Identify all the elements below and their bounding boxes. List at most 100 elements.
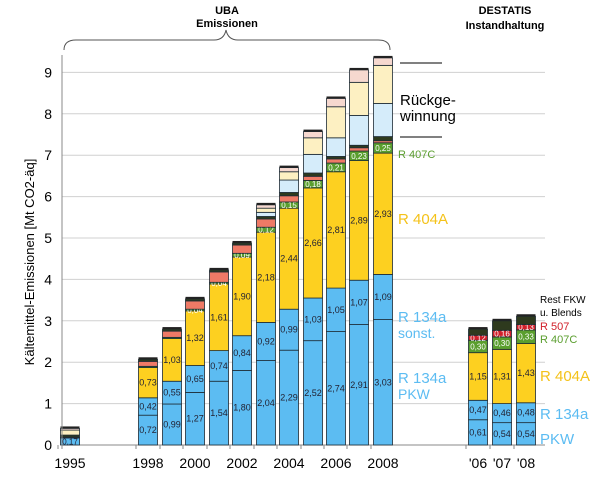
bar-segment-rest <box>138 358 158 362</box>
data-label: 0,99 <box>163 420 181 430</box>
legend-label: R 507 <box>540 321 569 333</box>
data-label: 0,04 <box>187 306 203 315</box>
bar-segment-rest <box>279 192 299 197</box>
y-tick-label: 6 <box>44 189 52 205</box>
bar-segment-rueck_yellow <box>326 106 346 139</box>
data-label: 1,90 <box>233 291 251 301</box>
y-tick-label: 2 <box>44 354 52 370</box>
bar-cap <box>326 96 346 99</box>
data-label: 0,18 <box>305 180 321 189</box>
bar-segment-r507 <box>303 175 323 181</box>
bar-cap <box>185 296 205 299</box>
legend-label: R 134a <box>398 309 447 326</box>
y-tick-label: 3 <box>44 313 52 329</box>
legend-label: R 134a <box>540 406 589 423</box>
data-label: 0,17 <box>62 437 78 446</box>
bar-segment-r507 <box>162 330 182 338</box>
bar-cap <box>162 327 182 330</box>
y-tick-label: 5 <box>44 230 52 246</box>
y-axis-label: Kältemittel-Emissionen [Mt CO2-äq] <box>22 159 37 366</box>
bar-cap <box>60 426 80 429</box>
bar-cap <box>468 327 488 330</box>
bar-segment-rueck_top <box>256 204 276 209</box>
data-label: 2,74 <box>327 383 345 393</box>
x-tick-label: 1998 <box>132 455 163 471</box>
data-label: 2,52 <box>304 388 322 398</box>
data-label: 0,13 <box>518 323 534 332</box>
data-label: 1,27 <box>186 414 204 424</box>
legend-label: R 134a <box>398 370 447 387</box>
bar-segment-rest <box>185 298 205 302</box>
x-tick-label: 1995 <box>54 455 85 471</box>
legend-label: sonst. <box>398 325 435 341</box>
data-label: 0,12 <box>258 226 274 235</box>
data-label: 2,44 <box>280 254 298 264</box>
data-label: 0,46 <box>493 408 511 418</box>
bar-segment-r507 <box>256 218 276 228</box>
bar-segment-rueck_yellow <box>373 64 393 104</box>
legend-label: R 404A <box>540 368 590 385</box>
data-label: 1,09 <box>374 292 392 302</box>
data-label: 0,15 <box>281 201 297 210</box>
bar-cap <box>138 357 158 360</box>
legend-label: u. Blends <box>540 308 582 319</box>
data-label: 1,31 <box>493 371 511 381</box>
bar-cap <box>209 267 229 270</box>
bar-cap <box>349 67 369 70</box>
bar-segment-r507 <box>279 195 299 203</box>
group-title-uba: UBA <box>215 5 239 17</box>
y-tick-label: 4 <box>44 271 52 287</box>
data-label: 0,72 <box>139 425 157 435</box>
data-label: 1,03 <box>163 355 181 365</box>
legend-label: winnung <box>399 108 456 125</box>
legend-label: PKW <box>398 386 431 402</box>
y-tick-label: 0 <box>44 437 52 453</box>
bar-segment-rest <box>373 136 393 142</box>
data-label: 2,81 <box>327 225 345 235</box>
data-label: 0,21 <box>328 163 344 172</box>
data-label: 0,65 <box>186 374 204 384</box>
x-tick-label: 2008 <box>367 455 398 471</box>
data-label: 0,92 <box>257 337 275 347</box>
bar-segment-rest <box>468 328 488 336</box>
data-label: 0,16 <box>494 330 510 339</box>
bar-segment-r507 <box>349 147 369 152</box>
data-label: 0,33 <box>518 333 534 342</box>
data-label: 1,32 <box>186 333 204 343</box>
bar-segment-r507 <box>232 244 252 254</box>
x-tick-label: 2004 <box>273 455 304 471</box>
data-label: 0,04 <box>211 279 227 288</box>
data-label: 0,30 <box>470 342 486 351</box>
axes: 0 1 2 3 4 5 6 7 8 9 1995 1998 2000 2002 2004 2006 2008 '0… <box>44 55 535 471</box>
data-label: 2,29 <box>280 393 298 403</box>
data-label: 0,47 <box>469 405 487 415</box>
data-label: 1,80 <box>233 403 251 413</box>
bar-segment-rest <box>492 320 512 331</box>
bar-segment-r507 <box>209 271 229 283</box>
data-label: 0,99 <box>280 325 298 335</box>
data-label: 0,54 <box>493 429 511 439</box>
data-label: 0,25 <box>375 144 391 153</box>
data-label: 0,12 <box>470 334 486 343</box>
bar-segment-rueck_yellow <box>256 207 276 213</box>
bar-segment-rueck_blue <box>279 179 299 193</box>
bar-segment-rueck_blue <box>326 137 346 157</box>
bar-segment-rueck_top <box>60 428 80 431</box>
data-label: 0,54 <box>517 429 535 439</box>
data-label: 2,18 <box>257 272 275 282</box>
data-label: 0,09 <box>234 251 250 260</box>
legend-label: R 407C <box>398 149 435 161</box>
data-label: 1,61 <box>210 312 228 322</box>
bar-segment-rueck_top <box>349 69 369 83</box>
y-tick-label: 9 <box>44 64 52 80</box>
bar-segment-rueck_yellow <box>279 171 299 181</box>
legend-label: R 404A <box>398 211 448 228</box>
bar-segment-rest <box>516 315 536 325</box>
data-label: 2,93 <box>374 209 392 219</box>
data-label: 1,03 <box>304 314 322 324</box>
bar-segment-r507 <box>185 300 205 310</box>
group-subtitle-destatis: Instandhaltung <box>466 20 545 32</box>
data-label: 2,04 <box>257 398 275 408</box>
bar-segment-rueck_blue <box>256 211 276 217</box>
